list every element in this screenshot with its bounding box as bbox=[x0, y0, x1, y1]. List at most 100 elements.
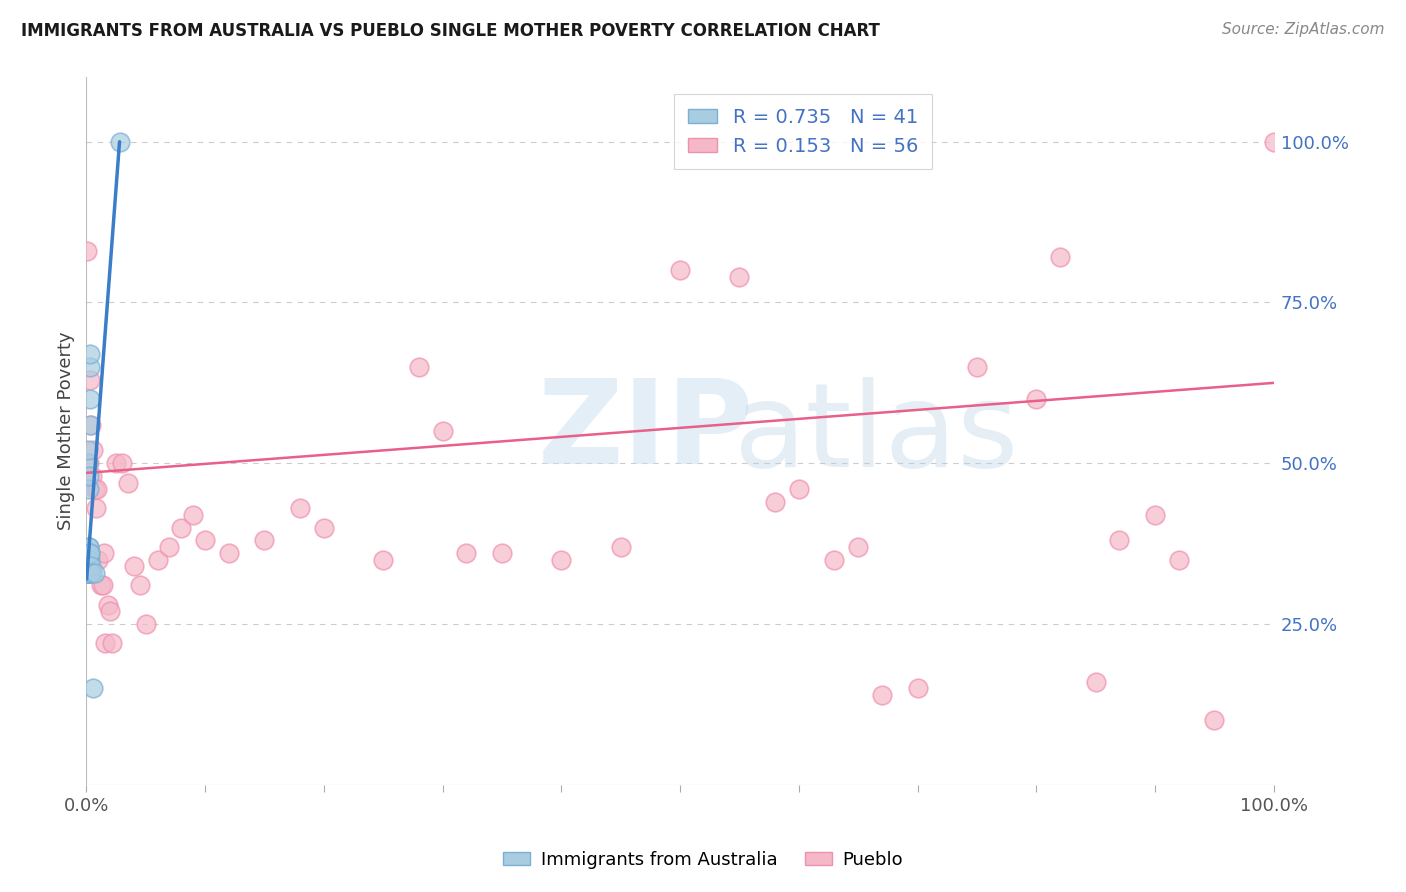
Point bbox=[80, 417, 103, 432]
Point bbox=[82, 681, 104, 696]
Point bbox=[77, 566, 100, 580]
Point bbox=[117, 475, 139, 490]
Point bbox=[79, 552, 101, 566]
Point bbox=[82, 469, 104, 483]
Point bbox=[79, 546, 101, 560]
Point bbox=[90, 578, 112, 592]
Point bbox=[86, 482, 108, 496]
Point bbox=[907, 681, 929, 696]
Point bbox=[135, 617, 157, 632]
Point bbox=[79, 566, 101, 580]
Point bbox=[77, 482, 100, 496]
Text: Source: ZipAtlas.com: Source: ZipAtlas.com bbox=[1222, 22, 1385, 37]
Point bbox=[870, 688, 893, 702]
Point bbox=[1025, 392, 1047, 406]
Point bbox=[97, 598, 120, 612]
Point bbox=[79, 373, 101, 387]
Point bbox=[77, 559, 100, 574]
Point bbox=[218, 546, 240, 560]
Point bbox=[76, 559, 98, 574]
Text: IMMIGRANTS FROM AUSTRALIA VS PUEBLO SINGLE MOTHER POVERTY CORRELATION CHART: IMMIGRANTS FROM AUSTRALIA VS PUEBLO SING… bbox=[21, 22, 880, 40]
Point bbox=[82, 566, 104, 580]
Point bbox=[76, 559, 98, 574]
Point bbox=[77, 552, 100, 566]
Point bbox=[194, 533, 217, 548]
Point bbox=[1263, 135, 1285, 149]
Point bbox=[79, 566, 101, 580]
Point bbox=[80, 559, 103, 574]
Point bbox=[77, 559, 100, 574]
Point bbox=[181, 508, 204, 522]
Point bbox=[1084, 674, 1107, 689]
Point bbox=[432, 424, 454, 438]
Point bbox=[146, 552, 169, 566]
Point bbox=[763, 495, 786, 509]
Point bbox=[787, 482, 810, 496]
Point bbox=[77, 552, 100, 566]
Text: atlas: atlas bbox=[734, 377, 1019, 492]
Point bbox=[76, 552, 98, 566]
Point bbox=[84, 501, 107, 516]
Point bbox=[82, 443, 104, 458]
Point bbox=[373, 552, 395, 566]
Y-axis label: Single Mother Poverty: Single Mother Poverty bbox=[58, 332, 75, 531]
Point bbox=[111, 456, 134, 470]
Point bbox=[77, 443, 100, 458]
Point bbox=[550, 552, 572, 566]
Point bbox=[128, 578, 150, 592]
Point bbox=[76, 566, 98, 580]
Point bbox=[94, 636, 117, 650]
Point bbox=[77, 456, 100, 470]
Point bbox=[1204, 714, 1226, 728]
Point bbox=[87, 552, 110, 566]
Legend: R = 0.735   N = 41, R = 0.153   N = 56: R = 0.735 N = 41, R = 0.153 N = 56 bbox=[675, 95, 932, 169]
Point bbox=[1108, 533, 1130, 548]
Point bbox=[76, 244, 98, 258]
Point bbox=[101, 636, 124, 650]
Point bbox=[79, 540, 101, 554]
Point bbox=[77, 552, 100, 566]
Point bbox=[104, 456, 127, 470]
Point bbox=[77, 566, 100, 580]
Point bbox=[824, 552, 846, 566]
Point bbox=[408, 359, 430, 374]
Point bbox=[122, 559, 145, 574]
Point bbox=[77, 469, 100, 483]
Point bbox=[1049, 251, 1071, 265]
Legend: Immigrants from Australia, Pueblo: Immigrants from Australia, Pueblo bbox=[496, 844, 910, 876]
Point bbox=[79, 552, 101, 566]
Point bbox=[93, 546, 115, 560]
Point bbox=[77, 540, 100, 554]
Point bbox=[77, 566, 100, 580]
Point bbox=[157, 540, 180, 554]
Point bbox=[79, 566, 101, 580]
Point bbox=[83, 566, 105, 580]
Point bbox=[77, 546, 100, 560]
Point bbox=[846, 540, 869, 554]
Text: ZIP: ZIP bbox=[537, 374, 754, 489]
Point bbox=[77, 566, 100, 580]
Point bbox=[76, 559, 98, 574]
Point bbox=[456, 546, 478, 560]
Point bbox=[79, 546, 101, 560]
Point bbox=[1167, 552, 1189, 566]
Point bbox=[609, 540, 631, 554]
Point bbox=[76, 566, 98, 580]
Point bbox=[79, 347, 101, 361]
Point bbox=[79, 359, 101, 374]
Point bbox=[728, 269, 751, 284]
Point bbox=[83, 482, 105, 496]
Point bbox=[170, 520, 193, 534]
Point bbox=[253, 533, 276, 548]
Point bbox=[91, 578, 114, 592]
Point bbox=[76, 546, 98, 560]
Point bbox=[77, 546, 100, 560]
Point bbox=[108, 135, 131, 149]
Point bbox=[669, 263, 692, 277]
Point bbox=[491, 546, 513, 560]
Point bbox=[98, 604, 121, 618]
Point bbox=[79, 392, 101, 406]
Point bbox=[288, 501, 311, 516]
Point bbox=[312, 520, 335, 534]
Point bbox=[1144, 508, 1167, 522]
